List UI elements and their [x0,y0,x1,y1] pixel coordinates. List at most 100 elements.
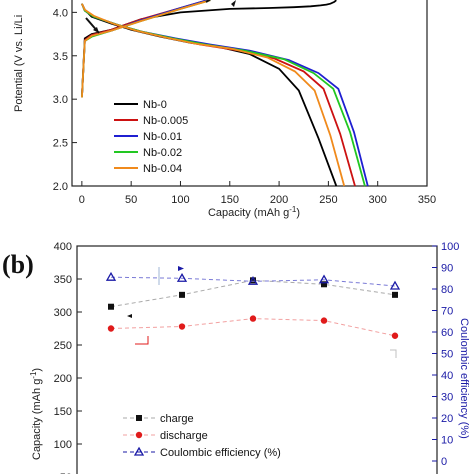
y2-tick-label: 80 [441,284,453,296]
data-point-discharge [107,325,115,332]
panel-a-plot-frame [71,0,428,187]
y2-tick-label: 10 [441,435,453,447]
legend-label: Nb-0 [143,99,167,111]
x-tick-label: 250 [319,194,337,206]
data-point-charge [392,291,398,298]
data-point-discharge [249,315,257,322]
y-tick-label: 4.0 [53,7,68,19]
data-point-coulombic-efficiency [105,271,117,281]
data-point-charge [179,291,185,298]
arrow-icon [178,266,184,271]
arrow-icon [231,0,236,7]
panel-b-y-axis-title-end: ) [31,368,43,372]
series-line-nb-0-01-charge [81,0,211,98]
panel-a-x-axis-title-sup: -1 [289,205,297,214]
panel-a-x-axis-title-end: ) [296,207,300,219]
data-point-coulombic-efficiency [318,274,330,284]
panel-a-voltage-profile: 2.0 2.5 3.0 3.5 4.0 0 50 100 150 200 250 300 350 Po… [13,0,436,219]
y2-tick-label: 50 [441,349,453,361]
data-point-charge [108,303,114,310]
data-point-coulombic-efficiency [389,280,401,290]
series-line-charge [110,279,396,308]
y2-tick-label: 30 [441,392,453,404]
y-tick-label: 2.0 [53,181,68,193]
y-tick-label: 300 [54,307,72,319]
series-line-coulombic-efficiency [110,276,396,287]
y-tick-label: 100 [54,439,72,451]
data-point-discharge [391,332,399,339]
x-tick-label: 300 [369,194,387,206]
x-tick-label: 350 [418,194,436,206]
guide-bracket [135,336,149,345]
series-line-nb-0-005-charge [81,0,211,98]
panel-b-y-axis-title: Capacity (mAh g-1) [29,368,43,460]
series-line-nb-0-02-discharge [81,3,366,187]
legend-label: Nb-0.005 [143,115,188,127]
y-tick-label: 3.5 [53,51,68,63]
panel-a-series [81,0,369,187]
panel-b-series [105,271,401,339]
data-point-coulombic-efficiency [176,272,188,282]
series-line-nb-0-02-charge [81,0,211,98]
data-point-discharge [320,317,328,324]
panel-b-label: (b) [2,250,34,279]
panel-a-legend: Nb-0 Nb-0.005 Nb-0.01 Nb-0.02 Nb-0.04 [114,99,188,175]
y-tick-label: 250 [54,340,72,352]
guide-bracket [390,349,397,358]
x-tick-label: 150 [221,194,239,206]
x-tick-label: 200 [270,194,288,206]
arrow-icon [127,314,132,318]
legend-marker [133,446,145,456]
y2-tick-label: 60 [441,327,453,339]
panel-a-x-axis-title: Capacity (mAh g-1) [208,205,300,219]
legend-marker [135,431,143,439]
series-line-nb-0-charge [81,0,337,98]
arrow-icon [205,0,212,3]
data-point-charge [321,281,327,288]
legend-label: Nb-0.04 [143,163,182,175]
panel-a-x-axis-title-text: Capacity (mAh g [208,207,289,219]
panel-b-y-axis-title-sup: -1 [29,371,38,379]
panel-b-y-axis-title-text: Capacity (mAh g [31,379,43,460]
data-point-discharge [178,323,186,330]
legend-label: discharge [160,430,208,442]
legend-label: Coulombic efficiency (%) [160,447,281,459]
panel-b-legend: charge discharge Coulombic efficiency (%) [123,413,281,459]
series-line-nb-0-005-discharge [81,3,356,187]
y-tick-label: 150 [54,406,72,418]
y2-tick-label: 90 [441,263,453,275]
panel-b-plot-frame [76,245,438,474]
panel-a-y-axis-title-text: Potential (V vs. Li/Li [13,15,25,112]
panel-b-y-ticks: 50 100 150 200 250 300 350 400 [54,241,82,474]
arrow-icon [93,27,99,33]
panel-a-y-ticks: 2.0 2.5 3.0 3.5 4.0 [53,7,77,193]
data-point-coulombic-efficiency [247,275,259,285]
x-tick-label: 50 [125,194,137,206]
y-tick-label: 50 [60,472,72,474]
y2-tick-label: 40 [441,370,453,382]
legend-label: charge [160,413,194,425]
data-point-charge [250,277,256,284]
y2-tick-label: 20 [441,413,453,425]
x-tick-label: 0 [79,194,85,206]
panel-b-y2-axis-title: Coulombic efficiency (%) [458,318,470,439]
y-tick-label: 2.5 [53,138,68,150]
y-tick-label: 400 [54,241,72,253]
y2-tick-label: 70 [441,306,453,318]
legend-label: Nb-0.02 [143,147,182,159]
y2-tick-label: 0 [441,456,447,468]
panel-b-y2-ticks: 0 10 20 30 40 50 60 70 80 90 100 [432,241,459,468]
y-tick-label: 200 [54,373,72,385]
series-line-nb-0-04-discharge [81,3,346,187]
series-line-nb-0-04-charge [81,0,211,98]
series-line-nb-0-discharge [81,3,338,187]
panel-b-y2-axis-title-text: Coulombic efficiency (%) [458,318,470,439]
panel-a-y-axis-title: Potential (V vs. Li/Li [13,15,25,112]
x-tick-label: 100 [171,194,189,206]
panel-a-x-ticks: 0 50 100 150 200 250 300 350 [79,181,436,206]
panel-b-cycling-capacity: (b) 50 100 150 200 250 300 350 400 0 10 20 30 40 50 6… [2,241,470,474]
y-tick-label: 350 [54,274,72,286]
y-tick-label: 3.0 [53,94,68,106]
legend-marker [136,415,142,421]
